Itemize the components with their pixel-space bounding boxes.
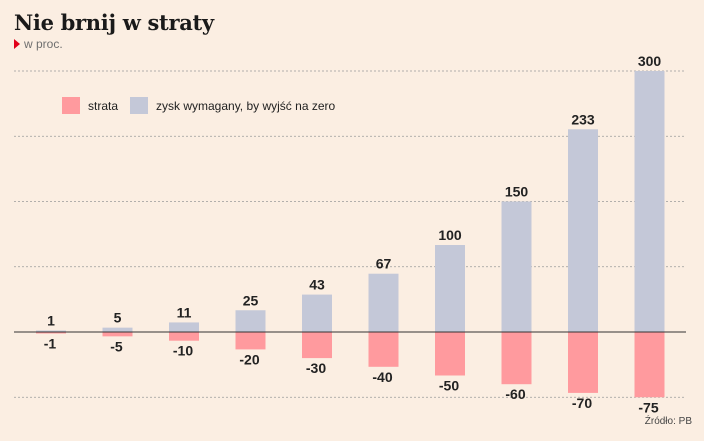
bar-loss <box>102 332 133 337</box>
data-label-loss: -75 <box>638 399 658 415</box>
bar-loss <box>634 332 665 398</box>
data-labels: 1 -1 5 -5 11 -10 25 -20 43 -30 67 -40 100 -50 150 -60 23… <box>44 53 662 415</box>
data-label-gain: 67 <box>376 256 392 272</box>
data-label-loss: -30 <box>306 360 326 376</box>
bar-loss <box>302 332 332 359</box>
triangle-marker-icon <box>14 39 20 49</box>
data-label-loss: -20 <box>239 351 259 367</box>
bar-gain <box>169 322 199 332</box>
data-label-loss: -10 <box>173 343 193 359</box>
data-label-loss: -60 <box>505 386 525 402</box>
bar-gain <box>235 310 266 332</box>
data-label-loss: -5 <box>110 338 123 354</box>
legend-swatch-loss <box>62 97 80 114</box>
legend-swatch-gain <box>130 97 148 114</box>
data-label-gain: 25 <box>243 292 259 308</box>
data-label-gain: 5 <box>114 310 122 326</box>
data-label-gain: 11 <box>177 304 192 320</box>
data-label-gain: 100 <box>438 227 462 243</box>
bar-gain <box>102 327 133 332</box>
data-label-gain: 43 <box>309 277 325 293</box>
legend-label-gain: zysk wymagany, by wyjść na zero <box>156 99 335 113</box>
data-label-gain: 233 <box>571 111 595 127</box>
data-label-loss: -40 <box>372 369 392 385</box>
bar-loss <box>501 332 532 385</box>
data-label-loss: -50 <box>439 378 459 394</box>
data-label-gain: 300 <box>638 53 662 69</box>
bar-gain <box>36 330 66 332</box>
bar-gain <box>501 201 532 332</box>
data-label-loss: -70 <box>572 395 592 411</box>
data-label-loss: -1 <box>44 336 57 352</box>
data-label-gain: 150 <box>505 184 529 200</box>
bar-gain <box>634 71 665 332</box>
subtitle-text: w proc. <box>24 37 63 51</box>
bar-loss <box>435 332 465 376</box>
bar-gain <box>568 129 598 332</box>
legend: strata zysk wymagany, by wyjść na zero <box>62 97 335 114</box>
bar-loss <box>568 332 598 393</box>
bar-loss <box>235 332 266 350</box>
chart-subtitle: w proc. <box>14 37 63 51</box>
source-note: Źródło: PB <box>644 416 692 427</box>
bar-gain <box>302 294 332 332</box>
bar-loss <box>368 332 399 367</box>
bar-loss <box>36 332 66 334</box>
bar-gain <box>435 245 465 332</box>
legend-label-loss: strata <box>88 99 118 113</box>
bars <box>36 71 665 398</box>
bar-loss <box>169 332 199 341</box>
bar-gain <box>368 273 399 332</box>
chart-title: Nie brnij w straty <box>14 10 214 35</box>
data-label-gain: 1 <box>47 313 55 329</box>
